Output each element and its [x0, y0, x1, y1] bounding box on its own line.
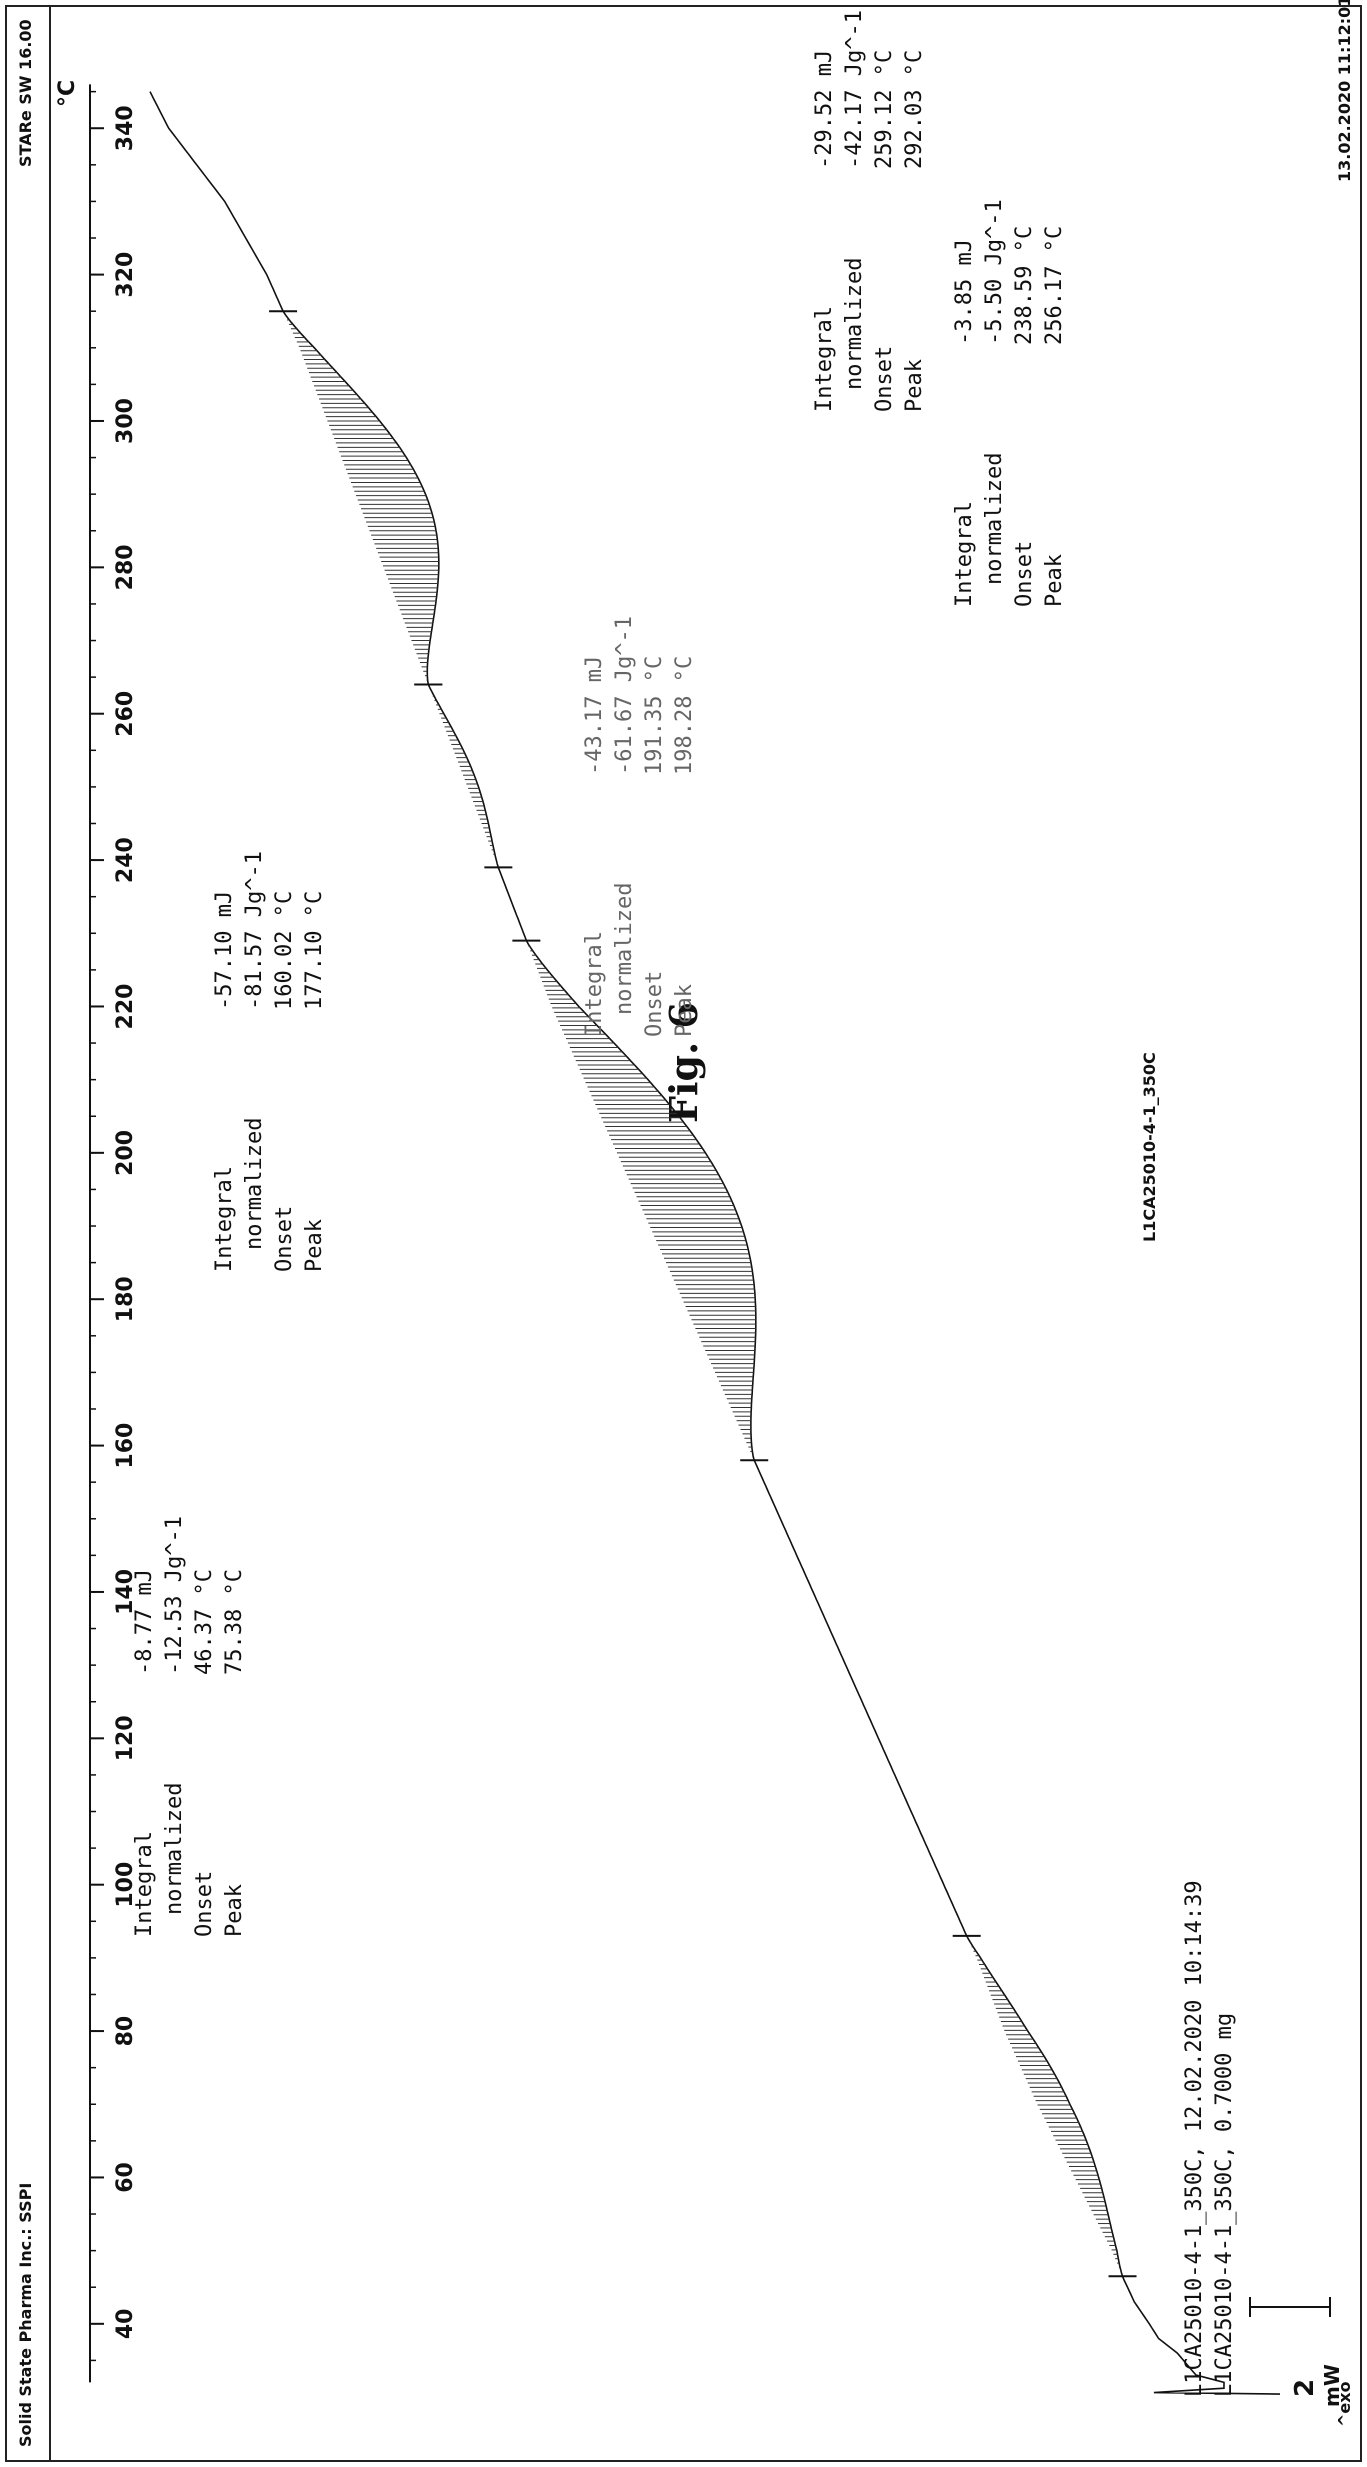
footer-company: Solid State Pharma Inc.: SSPI [16, 2182, 35, 2447]
x-tick-label: 140 [113, 1569, 138, 1615]
annotation-value-onset: 238.59 °C [1012, 225, 1037, 345]
x-tick-label: 60 [113, 2162, 138, 2193]
annotation-value-integral: -43.17 mJ [582, 655, 607, 775]
sample-info: L1CA25010-4-1_350C, 12.02.2020 10:14:39 … [1180, 1880, 1240, 2397]
annotation-value-normalized: -42.17 Jg^-1 [842, 10, 867, 169]
annotation-label-onset: Onset [642, 970, 667, 1037]
x-tick-label: 160 [113, 1423, 138, 1469]
annotation-value-normalized: -81.57 Jg^-1 [242, 851, 267, 1010]
annotation-label-integral: Integral [212, 1166, 237, 1272]
annotation-label-onset: Onset [872, 345, 897, 412]
annotation-label-normalized: normalized [982, 452, 1007, 585]
peak-annotation: Integral -8.77 mJ normalized -12.53 Jg^-1 On… [130, 1506, 250, 1937]
x-tick-label: 40 [113, 2309, 138, 2340]
x-tick-label: 200 [113, 1130, 138, 1176]
scale-value: 2 [1290, 2378, 1320, 2397]
scale-unit: mW [1320, 2364, 1344, 2407]
x-tick-label: 180 [113, 1276, 138, 1322]
annotation-value-integral: -3.85 mJ [952, 239, 977, 345]
annotation-label-peak: Peak [1042, 554, 1067, 607]
peak-annotation: Integral -3.85 mJ normalized -5.50 Jg^-1 Ons… [950, 189, 1070, 607]
x-axis-unit: °C [55, 79, 80, 107]
annotation-label-integral: Integral [132, 1831, 157, 1937]
annotation-label-integral: Integral [582, 931, 607, 1037]
x-tick-label: 100 [113, 1862, 138, 1908]
annotation-value-onset: 259.12 °C [872, 49, 897, 169]
annotation-label-normalized: normalized [162, 1782, 187, 1915]
annotation-value-peak: 256.17 °C [1042, 225, 1067, 345]
annotation-label-peak: Peak [902, 359, 927, 412]
x-tick-label: 340 [113, 105, 138, 151]
annotation-value-integral: -29.52 mJ [812, 49, 837, 169]
annotation-label-onset: Onset [272, 1205, 297, 1272]
x-tick-label: 120 [113, 1715, 138, 1761]
annotation-label-peak: Peak [302, 1219, 327, 1272]
annotation-value-integral: -8.77 mJ [132, 1569, 157, 1675]
annotation-value-peak: 292.03 °C [902, 49, 927, 169]
x-tick-label: 320 [113, 252, 138, 298]
chart-frame [5, 5, 1362, 2462]
dsc-curve [149, 91, 1281, 2395]
x-tick-label: 80 [113, 2016, 138, 2047]
annotation-label-normalized: normalized [242, 1117, 267, 1250]
peak-annotation: Integral -43.17 mJ normalized -61.67 Jg^-1 O… [580, 606, 700, 1037]
annotation-value-onset: 46.37 °C [192, 1569, 217, 1675]
x-tick-label: 220 [113, 983, 138, 1029]
annotation-label-normalized: normalized [612, 882, 637, 1015]
x-tick-label: 280 [113, 544, 138, 590]
annotation-value-normalized: -61.67 Jg^-1 [612, 616, 637, 775]
sample-line-2: L1CA25010-4-1_350C, 0.7000 mg [1212, 2012, 1237, 2397]
annotation-value-normalized: -12.53 Jg^-1 [162, 1516, 187, 1675]
sample-line-1: L1CA25010-4-1_350C, 12.02.2020 10:14:39 [1182, 1880, 1207, 2397]
x-tick-label: 300 [113, 398, 138, 444]
peak-annotation: Integral -57.10 mJ normalized -81.57 Jg^-1 O… [210, 841, 330, 1272]
annotation-label-integral: Integral [812, 306, 837, 412]
annotation-label-peak: Peak [672, 984, 697, 1037]
annotation-value-normalized: -5.50 Jg^-1 [982, 199, 1007, 345]
footer-software: STARe SW 16.00 [16, 19, 35, 167]
annotation-value-onset: 191.35 °C [642, 655, 667, 775]
annotation-value-peak: 198.28 °C [672, 655, 697, 775]
annotation-label-peak: Peak [222, 1884, 247, 1937]
x-tick-label: 240 [113, 837, 138, 883]
annotation-value-peak: 177.10 °C [302, 890, 327, 1010]
annotation-label-onset: Onset [1012, 540, 1037, 607]
annotation-label-normalized: normalized [842, 257, 867, 390]
timestamp: 13.02.2020 11:12:01 [1335, 0, 1354, 182]
annotation-value-integral: -57.10 mJ [212, 890, 237, 1010]
annotation-label-onset: Onset [192, 1870, 217, 1937]
x-tick-label: 260 [113, 691, 138, 737]
sample-title: L1CA25010-4-1_350C [1140, 1052, 1159, 1242]
annotation-value-peak: 75.38 °C [222, 1569, 247, 1675]
peak-annotation: Integral -29.52 mJ normalized -42.17 Jg^-1 O… [810, 0, 930, 412]
annotation-label-integral: Integral [952, 501, 977, 607]
annotation-value-onset: 160.02 °C [272, 890, 297, 1010]
